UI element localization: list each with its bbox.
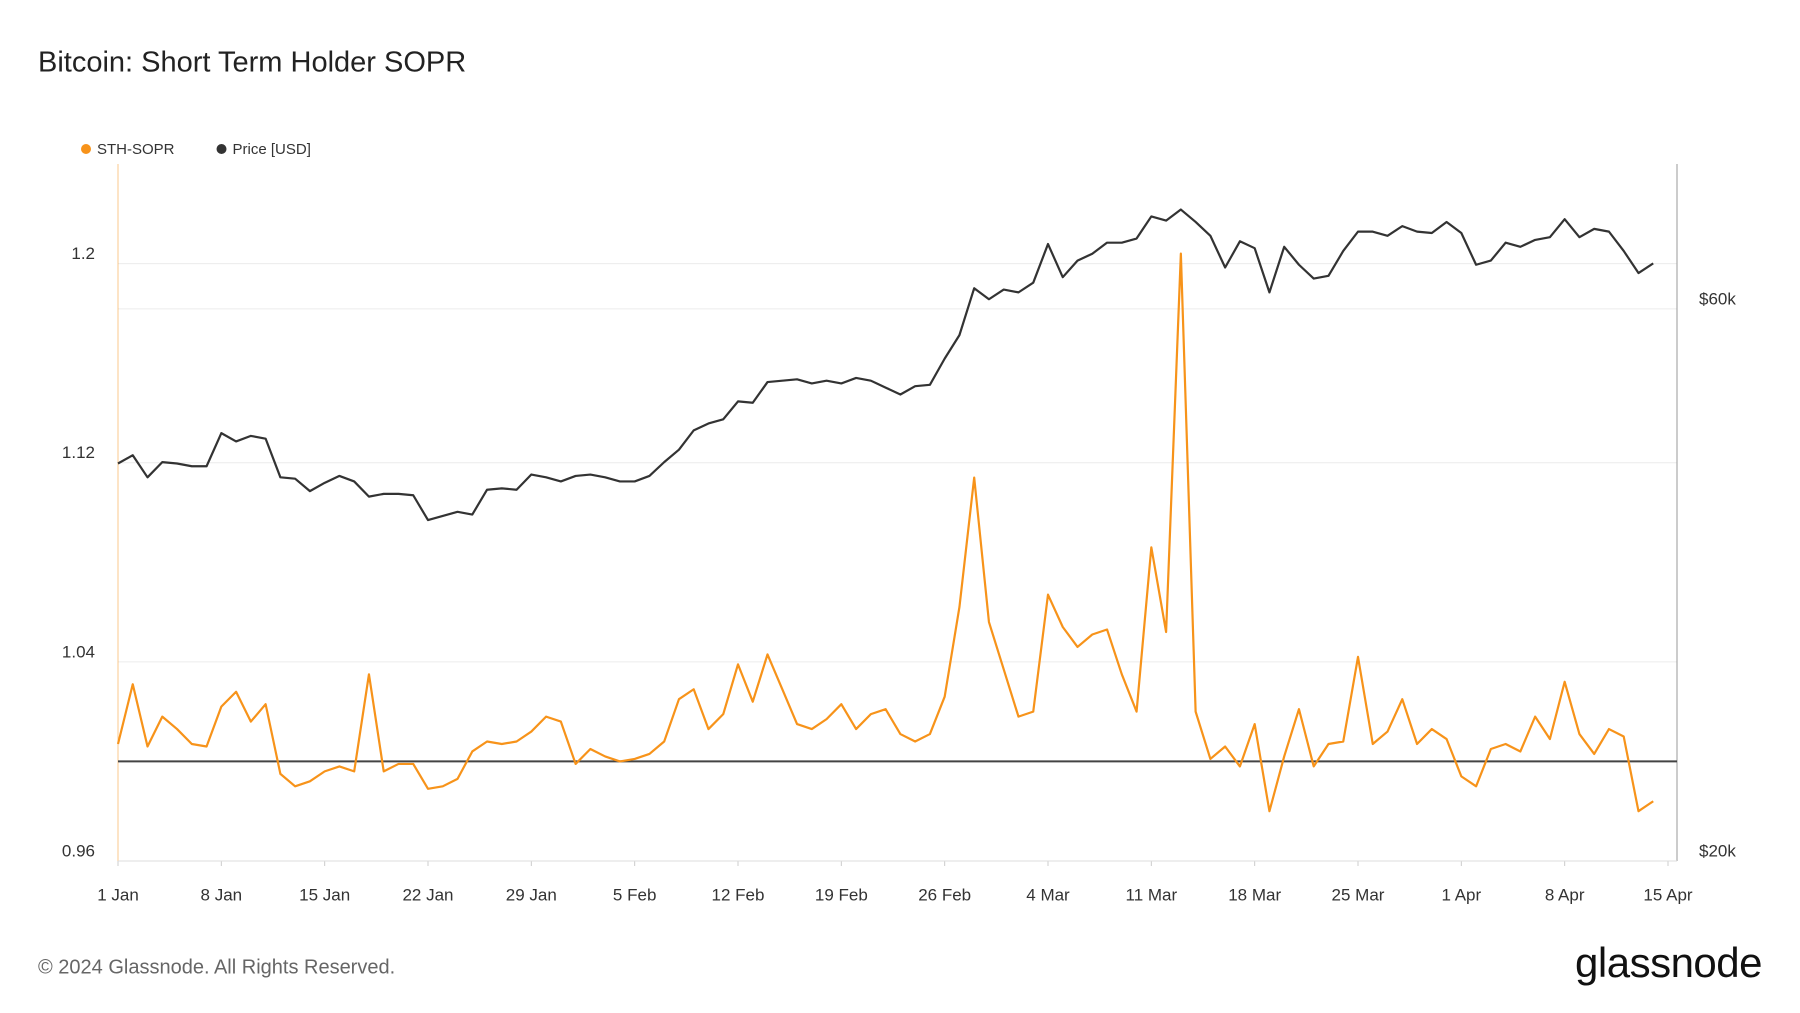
x-tick-label: 25 Mar [1332, 885, 1385, 904]
x-tick-label: 15 Jan [299, 885, 350, 904]
y2-tick-label: $60k [1699, 289, 1736, 308]
x-tick-label: 8 Apr [1545, 885, 1585, 904]
x-tick-label: 4 Mar [1026, 885, 1070, 904]
series-line [117, 208, 1654, 522]
y-tick-label: 1.04 [62, 642, 95, 661]
x-tick-label: 11 Mar [1126, 885, 1178, 904]
x-tick-label: 19 Feb [815, 885, 868, 904]
chart-title: Bitcoin: Short Term Holder SOPR [38, 47, 466, 79]
y-tick-label: 1.2 [71, 244, 95, 263]
y-tick-label: 1.12 [62, 443, 95, 462]
x-tick-label: 1 Jan [97, 885, 139, 904]
legend-marker [81, 144, 91, 154]
x-tick-label: 12 Feb [712, 885, 765, 904]
series-line [116, 252, 1654, 813]
x-tick-label: 15 Apr [1643, 885, 1692, 904]
y-tick-label: 0.96 [62, 841, 95, 860]
x-tick-label: 1 Apr [1441, 885, 1481, 904]
brand-logo: glassnode [1575, 939, 1762, 986]
legend-label: STH-SOPR [97, 141, 175, 158]
x-tick-label: 29 Jan [506, 885, 557, 904]
x-tick-label: 26 Feb [918, 885, 971, 904]
footer: © 2024 Glassnode. All Rights Reserved. [38, 956, 395, 978]
x-tick-label: 18 Mar [1228, 885, 1281, 904]
y2-tick-label: $20k [1699, 841, 1736, 860]
x-tick-label: 8 Jan [201, 885, 243, 904]
x-tick-label: 22 Jan [402, 885, 453, 904]
legend-marker [216, 144, 227, 154]
legend-label: Price [USD] [233, 141, 311, 158]
x-tick-label: 5 Feb [613, 885, 656, 904]
